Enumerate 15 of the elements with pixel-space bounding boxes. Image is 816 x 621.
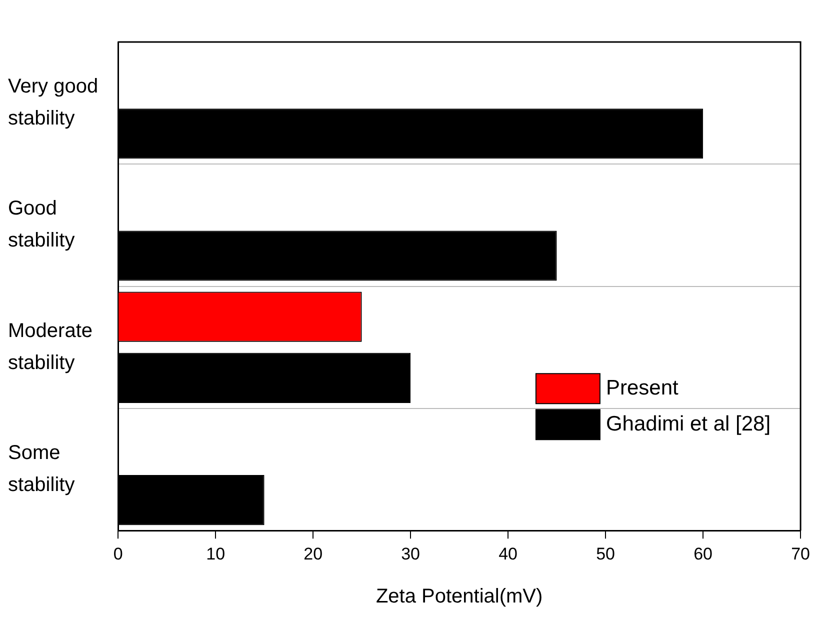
x-tick-label: 20 (304, 544, 323, 564)
x-tick-label: 60 (694, 544, 713, 564)
y-tick-label: Some stability (8, 442, 75, 496)
x-tick-label: 40 (498, 544, 518, 564)
y-tick-label: Good stability (8, 198, 75, 252)
x-tick-label: 0 (113, 544, 123, 564)
x-tick-label: 70 (791, 544, 810, 564)
legend-label: Ghadimi et al [28] (606, 412, 771, 436)
x-tick-label: 10 (206, 544, 226, 564)
y-tick-label: Very good stability (8, 76, 98, 130)
y-tick-label: Moderate stability (8, 320, 92, 374)
x-axis-title: Zeta Potential(mV) (376, 586, 543, 608)
legend-label: Present (606, 376, 678, 400)
x-tick-label: 30 (401, 544, 420, 564)
x-tick-label: 50 (596, 544, 616, 564)
